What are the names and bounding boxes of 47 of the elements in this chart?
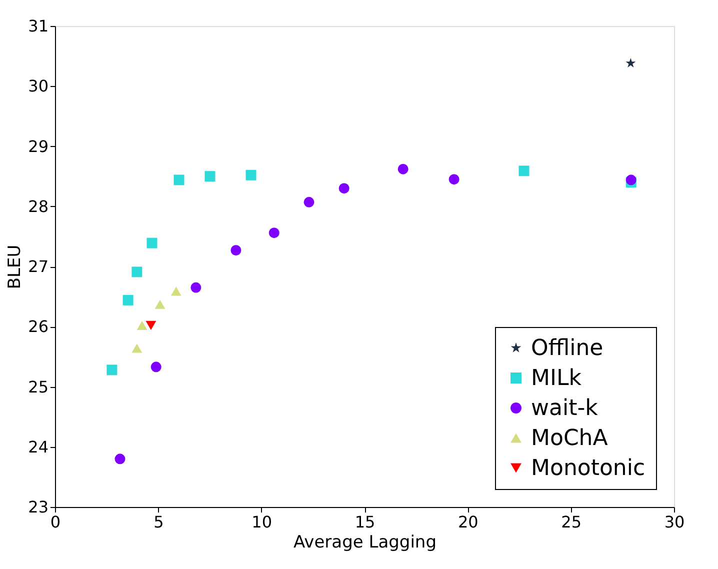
point — [626, 174, 636, 186]
point — [230, 245, 242, 256]
x-tick-label: 30 — [664, 512, 685, 532]
legend-label: wait-k — [531, 396, 598, 421]
y-tick-label: 27 — [28, 257, 48, 276]
legend-label: Monotonic — [531, 456, 646, 481]
x-tick-label: 20 — [458, 512, 478, 532]
x-tick-label: 0 — [50, 512, 61, 532]
x-tick-label: 15 — [354, 512, 376, 532]
point — [246, 170, 256, 180]
point — [150, 362, 162, 372]
legend-label: MILk — [531, 366, 582, 391]
y-tick-label: 29 — [28, 136, 48, 156]
point — [626, 58, 636, 68]
x-tick-label: 25 — [561, 512, 582, 532]
legend-label: Offline — [531, 336, 604, 361]
point — [122, 294, 134, 306]
y-tick-label: 23 — [28, 498, 48, 516]
point — [132, 344, 142, 353]
y-tick-label: 26 — [28, 317, 48, 336]
x-axis-title: Average Lagging — [294, 532, 436, 552]
point — [136, 320, 148, 330]
x-tick-label: 5 — [154, 512, 164, 532]
point — [268, 228, 280, 238]
point — [106, 364, 118, 376]
point — [154, 300, 166, 309]
point — [190, 282, 202, 293]
point — [338, 183, 350, 194]
y-tick-label: 24 — [28, 437, 48, 456]
y-axis-title: BLEU — [5, 244, 26, 290]
legend-label: MoChA — [531, 426, 608, 451]
point — [114, 454, 126, 464]
point — [304, 196, 314, 208]
point — [518, 166, 530, 176]
point — [146, 320, 156, 330]
point — [204, 171, 216, 182]
point — [174, 174, 184, 186]
point — [448, 174, 460, 185]
y-tick-label: 28 — [28, 196, 48, 216]
y-tick-label: 25 — [28, 377, 48, 396]
point — [132, 266, 142, 278]
y-tick-label: 30 — [28, 76, 48, 96]
y-tick-label: 31 — [28, 16, 48, 36]
point — [170, 286, 182, 296]
point — [146, 238, 158, 248]
x-tick-label: 10 — [252, 512, 272, 532]
point — [398, 164, 408, 174]
